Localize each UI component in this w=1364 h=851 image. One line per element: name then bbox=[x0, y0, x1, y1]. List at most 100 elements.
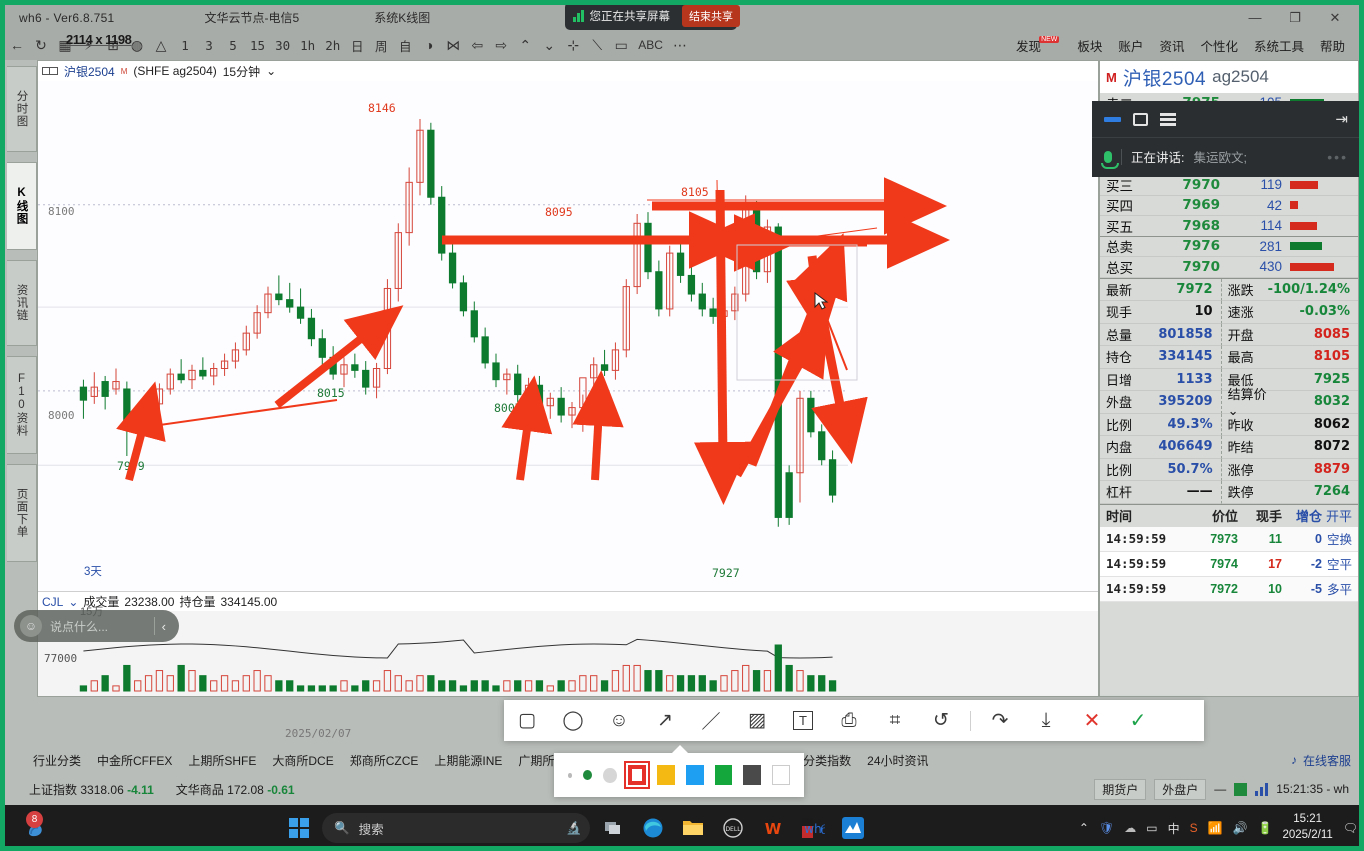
ocr-tool[interactable]: ⌗ bbox=[889, 709, 901, 731]
ime-chinese-icon[interactable]: 中 bbox=[1167, 821, 1180, 836]
brush-size-large[interactable] bbox=[603, 767, 617, 783]
bottom-nav-item[interactable]: 郑商所CZCE bbox=[349, 753, 419, 768]
order-book-row[interactable]: 买四 7969 42 bbox=[1100, 196, 1358, 216]
meeting-expand-icon[interactable]: ⇥ bbox=[1335, 111, 1348, 128]
bottom-nav-item[interactable]: 24小时资讯 bbox=[867, 753, 929, 768]
table-row[interactable]: 14:59:59 7974 17 -2 空平 bbox=[1100, 551, 1358, 577]
mosaic-tool[interactable]: ▨ bbox=[748, 710, 766, 731]
grid-icon[interactable]: ⊞ bbox=[107, 36, 119, 53]
taskbar-clock[interactable]: 15:21 2025/2/11 bbox=[1282, 812, 1332, 843]
volume-icon[interactable]: 🔊 bbox=[1232, 821, 1248, 835]
arrow-tool[interactable]: ↗ bbox=[657, 710, 673, 731]
period-week[interactable]: 周 bbox=[374, 38, 388, 54]
period-custom[interactable]: 自 bbox=[398, 38, 412, 54]
menu-discover[interactable]: 发现 NEW bbox=[1008, 30, 1069, 60]
text-tool[interactable]: T bbox=[780, 700, 826, 741]
chart-period-label[interactable]: 15分钟 bbox=[222, 64, 261, 79]
scroll-down-icon[interactable]: ⌄ bbox=[543, 36, 556, 53]
sidebar-item-f10[interactable]: F10资料 bbox=[7, 356, 37, 454]
maximize-button[interactable]: ❐ bbox=[1289, 9, 1301, 25]
notifications-icon[interactable]: 🗨 bbox=[1342, 821, 1358, 835]
sidebar-item-order-page[interactable]: 页面下单 bbox=[7, 464, 37, 562]
menu-personalize[interactable]: 个性化 bbox=[1200, 39, 1238, 54]
brush-size-medium[interactable] bbox=[583, 770, 593, 780]
cloud-flash-icon[interactable]: ◍ bbox=[130, 36, 144, 53]
menu-account[interactable]: 账户 bbox=[1118, 39, 1144, 54]
period-30m[interactable]: 30 bbox=[275, 37, 291, 53]
insert-icon[interactable]: ⊹ bbox=[567, 36, 580, 53]
online-support-label[interactable]: 在线客服 bbox=[1302, 753, 1351, 768]
color-palette[interactable] bbox=[554, 745, 804, 797]
foreign-account-button[interactable]: 外盘户 bbox=[1154, 778, 1207, 800]
more-icon[interactable]: ⋯ bbox=[672, 36, 687, 53]
period-15m[interactable]: 15 bbox=[250, 37, 266, 53]
layout-icon[interactable]: ▦ bbox=[58, 36, 72, 53]
period-1h[interactable]: 1h bbox=[300, 37, 316, 53]
bottom-nav-item[interactable]: 中金所CFFEX bbox=[97, 753, 173, 768]
rectangle-icon[interactable]: ▭ bbox=[614, 36, 628, 53]
color-swatch[interactable] bbox=[623, 761, 651, 789]
end-share-button[interactable]: 结束共享 bbox=[682, 5, 740, 27]
share-button[interactable]: ↷ bbox=[991, 710, 1009, 732]
meeting-minimize-icon[interactable] bbox=[1104, 116, 1121, 122]
meeting-control-bar[interactable]: ⇥ 正在讲话: 集运欧文; ••• bbox=[1092, 101, 1360, 177]
menu-sector[interactable]: 板块 bbox=[1077, 39, 1103, 54]
period-5m[interactable]: 5 bbox=[229, 37, 237, 53]
lightning-icon[interactable]: ⚡ bbox=[84, 36, 94, 53]
confirm-button[interactable]: ✓ bbox=[1129, 710, 1147, 732]
chart-app-button[interactable] bbox=[836, 811, 870, 845]
wh6-app-button[interactable]: wh 6 bbox=[796, 811, 830, 845]
table-row[interactable]: 14:59:59 7973 11 0 空换 bbox=[1100, 526, 1358, 552]
brush-size-small[interactable] bbox=[568, 772, 573, 778]
period-2h[interactable]: 2h bbox=[325, 37, 341, 53]
sogou-app-icon[interactable]: S bbox=[1189, 821, 1198, 835]
cloud-icon[interactable]: ☁ bbox=[1124, 821, 1137, 835]
menu-help[interactable]: 帮助 bbox=[1319, 39, 1345, 54]
bottom-nav-item[interactable]: 上期能源INE bbox=[434, 753, 503, 768]
chat-input-bubble[interactable]: ☺ 说点什么... ‹ bbox=[14, 610, 179, 642]
candlestick-plot[interactable] bbox=[38, 81, 1098, 591]
minimize-button[interactable]: — bbox=[1248, 10, 1262, 25]
wifi-icon[interactable]: 📶 bbox=[1207, 821, 1223, 835]
order-book-row[interactable]: 总卖 7976 281 bbox=[1100, 237, 1358, 257]
order-book-row[interactable]: 总买 7970 430 bbox=[1100, 257, 1358, 278]
chat-input[interactable]: 说点什么... bbox=[50, 619, 109, 634]
microphone-icon[interactable] bbox=[1101, 150, 1119, 169]
dell-app-button[interactable]: DELL bbox=[716, 811, 750, 845]
line-tool[interactable]: ／ bbox=[701, 712, 721, 733]
emoji-tool[interactable]: ☺ bbox=[609, 709, 629, 731]
order-book-row[interactable]: 买三 7970 119 bbox=[1100, 175, 1358, 196]
edge-browser-button[interactable] bbox=[636, 811, 670, 845]
wps-office-button[interactable]: W bbox=[756, 811, 790, 845]
indicator-name-label[interactable]: CJL bbox=[42, 594, 64, 609]
collapse-chevron-icon[interactable]: ‹ bbox=[161, 618, 166, 634]
color-swatch[interactable] bbox=[714, 765, 733, 785]
color-swatch[interactable] bbox=[743, 765, 762, 785]
period-3m[interactable]: 3 bbox=[205, 37, 213, 53]
indicator-chevron-icon[interactable]: ⌄ bbox=[68, 594, 79, 609]
close-button[interactable]: ✕ bbox=[1329, 9, 1341, 25]
back-arrow-icon[interactable]: ← bbox=[10, 37, 24, 53]
bottom-nav-item[interactable]: 上期所SHFE bbox=[188, 753, 257, 768]
more-dots-icon[interactable]: ••• bbox=[1327, 148, 1348, 165]
volume-pane[interactable]: CJL ⌄ 成交量 23238.00 持仓量 334145.00 bbox=[38, 591, 1098, 696]
stamp-tool[interactable]: ⎙ bbox=[841, 709, 857, 731]
color-swatch[interactable] bbox=[657, 765, 675, 785]
trendline-icon[interactable]: ⟍ bbox=[592, 36, 603, 53]
start-button[interactable] bbox=[282, 811, 316, 845]
touchpad-icon[interactable]: ▭ bbox=[1146, 821, 1158, 835]
meeting-window-icon[interactable] bbox=[1133, 112, 1148, 126]
refresh-icon[interactable]: ↻ bbox=[35, 36, 47, 53]
sidebar-item-kline[interactable]: K线图 bbox=[7, 162, 37, 250]
cancel-button[interactable]: ✕ bbox=[1083, 710, 1101, 732]
menu-system-tools[interactable]: 系统工具 bbox=[1253, 39, 1304, 54]
search-box[interactable]: 🔍 搜索 🔬 bbox=[322, 813, 590, 843]
bell-icon[interactable]: △ bbox=[155, 36, 167, 53]
task-view-button[interactable] bbox=[596, 811, 630, 845]
save-button[interactable]: ⤓ bbox=[1041, 709, 1051, 731]
period-day[interactable]: 日 bbox=[350, 38, 364, 54]
sidebar-item-timeline[interactable]: 分时图 bbox=[7, 66, 37, 152]
battery-icon[interactable]: 🔋 bbox=[1257, 821, 1273, 835]
chevron-up-icon[interactable]: ⌃ bbox=[1078, 821, 1089, 835]
chart-panel[interactable]: 沪银2504 M (SHFE ag2504) 15分钟 ⌄ CJL ⌄ 成交量 2… bbox=[37, 60, 1099, 697]
